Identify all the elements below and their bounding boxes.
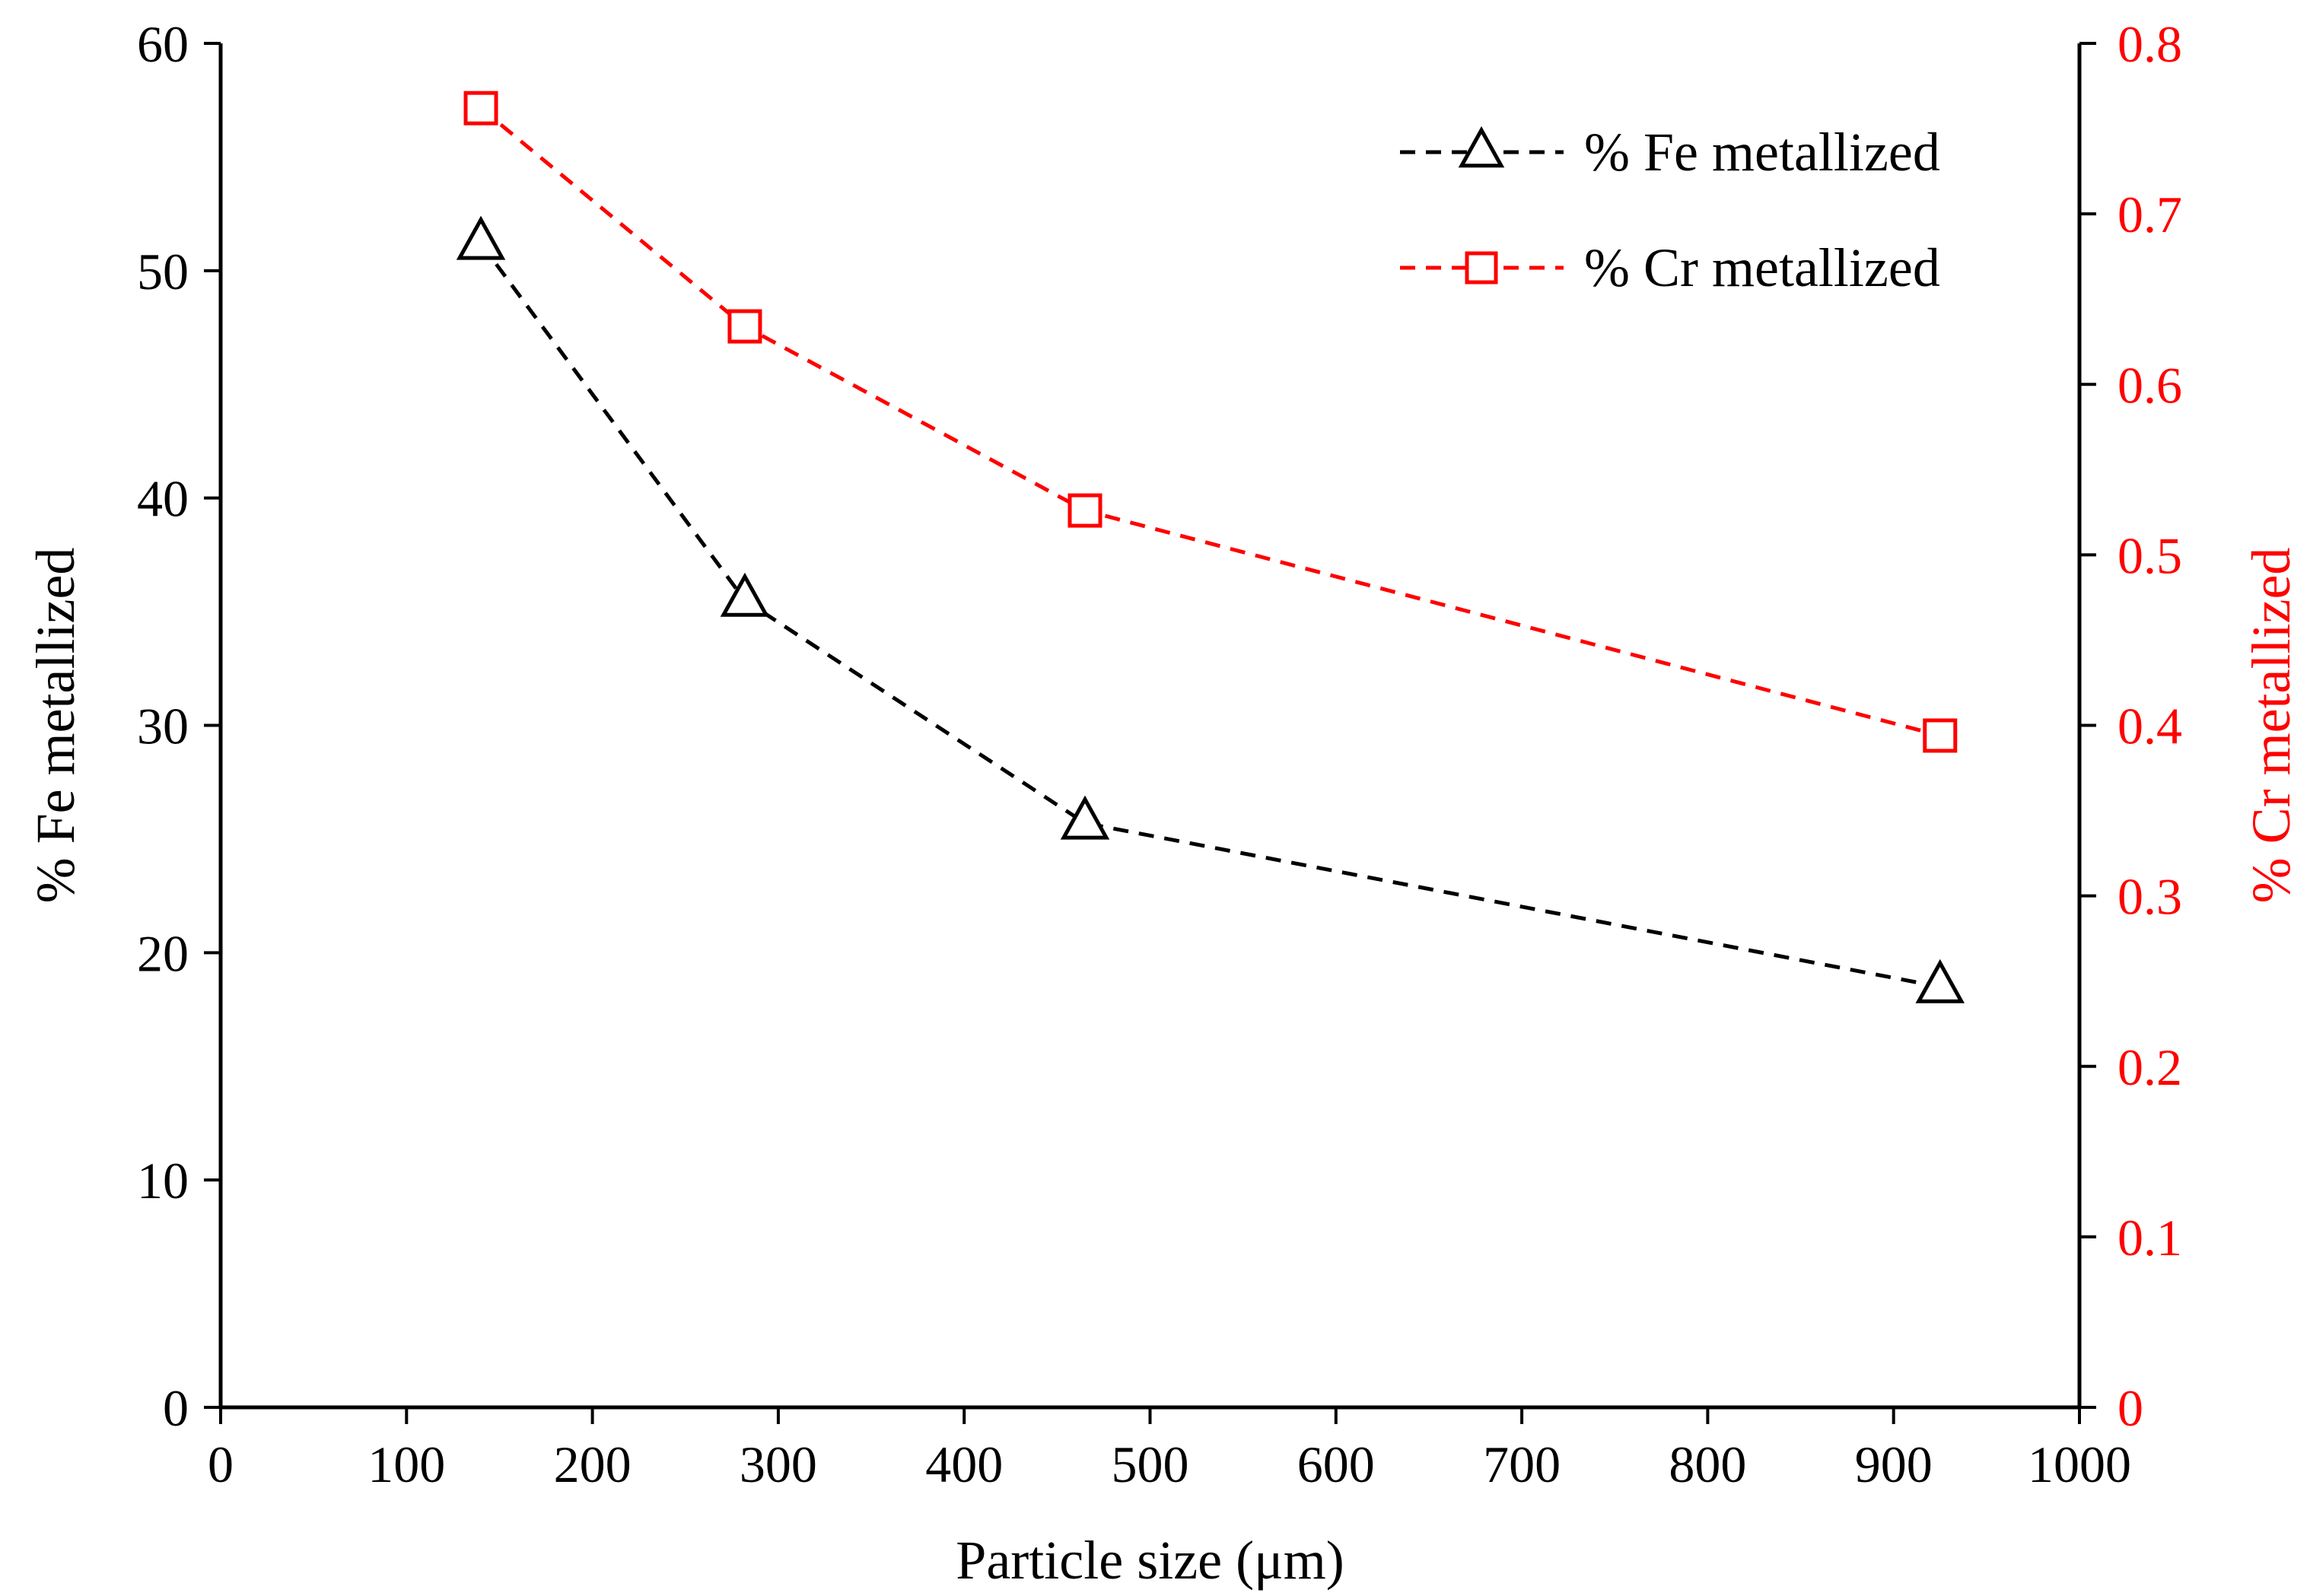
- cr-series-line: [479, 107, 1941, 738]
- cr-data-point: [1068, 493, 1102, 528]
- x-tick-label: 400: [925, 1435, 1003, 1493]
- right-y-tick-label: 0.1: [2118, 1209, 2182, 1267]
- fe-legend-label: % Fe metallized: [1584, 122, 1940, 183]
- right-y-tick-label: 0.3: [2118, 868, 2182, 926]
- left-y-tick-label: 60: [137, 15, 189, 73]
- fe-series-line: [479, 242, 1941, 989]
- fe-legend-marker: [1458, 126, 1505, 168]
- left-y-axis-title: % Fe metallized: [25, 548, 86, 904]
- x-tick-label: 0: [208, 1435, 234, 1493]
- cr-legend-label: % Cr metallized: [1584, 237, 1940, 298]
- right-y-axis-title: % Cr metallized: [2241, 548, 2302, 904]
- right-y-tick-label: 0.7: [2118, 186, 2182, 243]
- right-y-tick-label: 0: [2118, 1379, 2143, 1437]
- left-y-tick-label: 50: [137, 243, 189, 300]
- cr-legend-marker: [1465, 251, 1498, 285]
- cr-data-point: [463, 91, 498, 126]
- left-y-tick-label: 40: [137, 470, 189, 528]
- fe-data-point: [1060, 795, 1110, 840]
- right-y-tick-label: 0.5: [2118, 526, 2182, 584]
- x-tick-label: 200: [554, 1435, 632, 1493]
- axes: 0 100 200 300 400 500 600 700 800 900 100001020304…: [25, 15, 2302, 1591]
- x-tick-label: 300: [740, 1435, 817, 1493]
- left-y-tick-label: 30: [137, 698, 189, 755]
- right-y-tick-label: 0.8: [2118, 15, 2182, 73]
- x-tick-label: 600: [1297, 1435, 1375, 1493]
- x-tick-label: 800: [1669, 1435, 1746, 1493]
- plot-series: [456, 91, 1965, 1003]
- cr-data-point: [727, 309, 762, 344]
- left-y-tick-label: 20: [137, 924, 189, 982]
- x-tick-label: 500: [1112, 1435, 1189, 1493]
- left-y-tick-label: 10: [137, 1152, 189, 1210]
- x-tick-label: 900: [1855, 1435, 1933, 1493]
- right-y-tick-label: 0.6: [2118, 356, 2182, 414]
- left-y-tick-label: 0: [163, 1379, 189, 1437]
- x-tick-label: 100: [368, 1435, 445, 1493]
- right-y-tick-label: 0.2: [2118, 1038, 2182, 1096]
- x-tick-label: 1000: [2028, 1435, 2131, 1493]
- fe-data-point: [720, 572, 770, 617]
- x-tick-label: 700: [1483, 1435, 1561, 1493]
- x-axis-title: Particle size (μm): [956, 1530, 1344, 1591]
- legend: % Fe metallized % Cr metallized: [1400, 122, 1940, 298]
- right-y-tick-label: 0.4: [2118, 698, 2182, 755]
- cr-data-point: [1923, 718, 1958, 753]
- fe-data-point: [456, 215, 506, 260]
- fe-data-point: [1915, 959, 1965, 1003]
